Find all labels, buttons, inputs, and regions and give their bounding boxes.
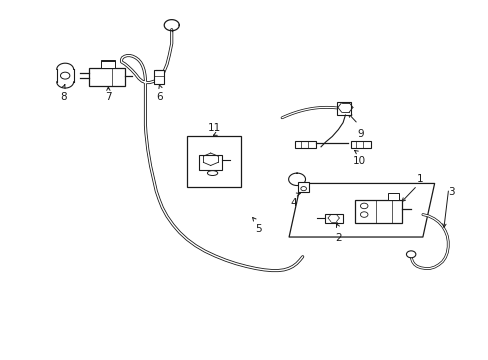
Circle shape: [300, 186, 306, 191]
Bar: [325, 214, 343, 223]
Text: 9: 9: [357, 129, 364, 139]
Text: 7: 7: [105, 91, 111, 102]
Text: 6: 6: [156, 91, 163, 102]
Bar: [354, 200, 401, 222]
Bar: [88, 68, 125, 86]
Bar: [101, 60, 115, 68]
Bar: [295, 141, 315, 148]
Bar: [187, 136, 241, 187]
Bar: [199, 155, 222, 170]
Text: 5: 5: [255, 224, 262, 234]
Circle shape: [61, 72, 70, 79]
Text: 3: 3: [447, 187, 453, 197]
Text: 8: 8: [61, 91, 67, 102]
Text: 11: 11: [207, 123, 220, 133]
Bar: [336, 102, 350, 115]
Circle shape: [406, 251, 415, 258]
Bar: [154, 70, 163, 84]
Circle shape: [360, 212, 367, 217]
Bar: [350, 141, 370, 148]
Ellipse shape: [207, 171, 217, 176]
Circle shape: [360, 203, 367, 209]
Text: 10: 10: [352, 156, 366, 166]
Text: 4: 4: [290, 198, 297, 208]
Bar: [297, 182, 308, 193]
Text: 1: 1: [416, 174, 423, 184]
Bar: [387, 193, 399, 200]
Text: 2: 2: [334, 233, 341, 243]
